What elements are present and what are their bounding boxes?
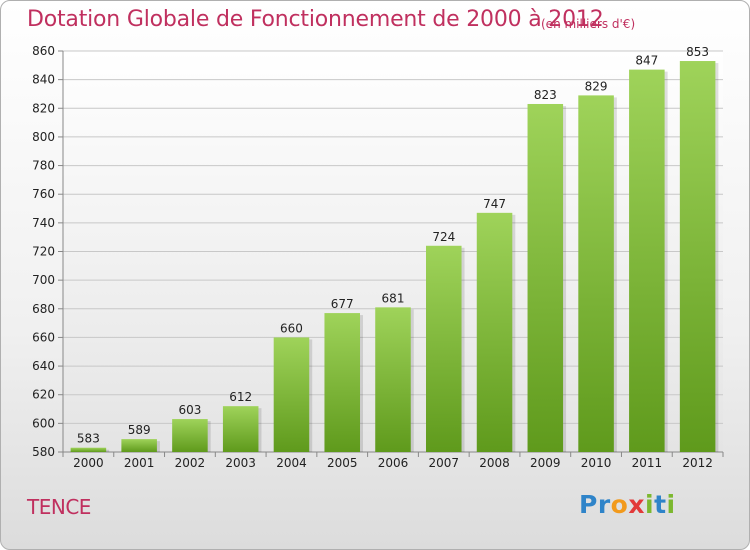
y-tick-label: 620: [32, 388, 55, 402]
value-label-2005: 677: [331, 297, 354, 311]
x-tick-label-2001: 2001: [124, 456, 155, 470]
logo-letter: o: [610, 490, 629, 519]
x-tick-label-2004: 2004: [276, 456, 307, 470]
bar-2005: [324, 313, 360, 452]
logo-letter: t: [654, 490, 667, 519]
bar-2010: [578, 95, 614, 453]
x-tick-label-2008: 2008: [479, 456, 510, 470]
bar-2004: [273, 337, 310, 452]
bar-2009: [527, 103, 564, 452]
logo-letter: P: [579, 490, 598, 519]
y-tick-label: 800: [32, 130, 55, 144]
x-tick-label-2009: 2009: [530, 456, 561, 470]
label-layer: 580 600 620 640 660 680 700 720 740 760 780 800 820 8…: [32, 44, 713, 470]
value-label-2007: 724: [432, 230, 455, 244]
chart-title: Dotation Globale de Fonctionnement de 20…: [27, 7, 604, 32]
y-tick-label: 660: [32, 330, 55, 344]
logo-letter: r: [597, 490, 611, 519]
value-label-2010: 829: [585, 79, 608, 93]
y-tick-label: 580: [32, 445, 55, 459]
y-tick-label: 600: [32, 416, 55, 430]
value-label-2011: 847: [635, 54, 658, 68]
x-tick-label-2010: 2010: [581, 456, 612, 470]
value-label-2012: 853: [686, 45, 709, 59]
bar-2000: [70, 447, 107, 452]
x-tick-label-2011: 2011: [632, 456, 663, 470]
proxiti-logo[interactable]: Proxiti: [579, 490, 676, 519]
x-tick-label-2002: 2002: [175, 456, 206, 470]
commune-name: TENCE: [27, 495, 91, 519]
logo-letter: x: [628, 490, 645, 519]
bar-2001: [121, 439, 157, 452]
bar-2002: [172, 419, 208, 452]
value-label-2006: 681: [382, 291, 405, 305]
bar-2012: [679, 61, 716, 453]
chart-unit: (en milliers d'€): [541, 17, 636, 31]
bar-2003: [222, 406, 259, 452]
bar-2007: [426, 245, 462, 452]
y-tick-label: 760: [32, 187, 55, 201]
value-label-2004: 660: [280, 321, 303, 335]
y-tick-label: 720: [32, 245, 55, 259]
bar-layer: [70, 61, 719, 453]
value-label-2001: 589: [128, 423, 151, 437]
x-tick-label-2007: 2007: [428, 456, 459, 470]
x-tick-label-2012: 2012: [682, 456, 713, 470]
y-tick-label: 680: [32, 302, 55, 316]
x-tick-label-2003: 2003: [225, 456, 256, 470]
y-tick-label: 700: [32, 273, 55, 287]
logo-letter: i: [666, 490, 676, 519]
bar-2006: [375, 307, 411, 452]
x-tick-label-2000: 2000: [73, 456, 104, 470]
value-label-2003: 612: [229, 390, 252, 404]
logo-letter: i: [645, 490, 655, 519]
bar-2011: [629, 69, 665, 452]
x-tick-label-2006: 2006: [378, 456, 409, 470]
y-tick-label: 640: [32, 359, 55, 373]
value-label-2002: 603: [178, 403, 201, 417]
x-tick-label-2005: 2005: [327, 456, 358, 470]
y-tick-label: 780: [32, 159, 55, 173]
y-tick-label: 740: [32, 216, 55, 230]
y-tick-label: 820: [32, 101, 55, 115]
value-label-2000: 583: [77, 432, 100, 446]
bar-2008: [476, 212, 513, 452]
y-tick-label: 840: [32, 73, 55, 87]
y-tick-label: 860: [32, 44, 55, 58]
value-label-2008: 747: [483, 197, 506, 211]
value-label-2009: 823: [534, 88, 557, 102]
